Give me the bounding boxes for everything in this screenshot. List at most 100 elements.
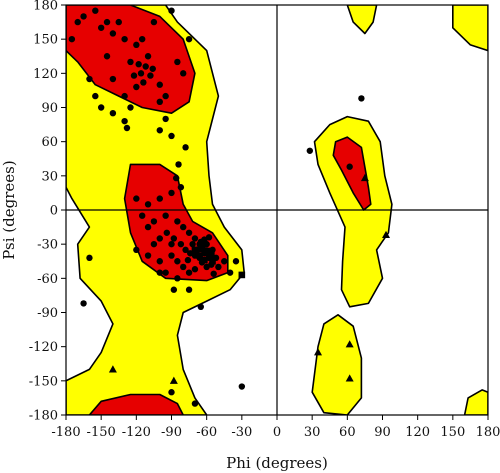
y-tick-label-0: 0 xyxy=(50,204,58,219)
point-circle-70 xyxy=(177,240,185,248)
point-circle-47 xyxy=(156,195,163,202)
point-circle-95 xyxy=(197,303,205,311)
point-circle-97 xyxy=(162,269,169,276)
point-circle-85 xyxy=(215,263,222,271)
zero-lines xyxy=(66,5,488,415)
point-circle-71 xyxy=(170,235,178,242)
point-square-8 xyxy=(201,240,208,248)
point-triangle-5 xyxy=(345,340,354,348)
y-tick-label--150: -150 xyxy=(29,374,58,389)
point-circle-4 xyxy=(103,18,111,26)
point-circle-8 xyxy=(138,35,146,43)
y-tick-label--120: -120 xyxy=(29,340,58,355)
point-circle-100 xyxy=(184,256,192,264)
point-circle-42 xyxy=(182,144,189,151)
point-circle-44 xyxy=(172,174,180,182)
point-circle-38 xyxy=(115,18,122,26)
point-circle-72 xyxy=(163,229,171,236)
x-tick-label--180: -180 xyxy=(51,425,80,440)
allowed-region-4 xyxy=(463,389,488,415)
point-circle-86 xyxy=(221,258,228,265)
y-tick-label-90: 90 xyxy=(41,101,58,116)
point-circle-7 xyxy=(133,41,140,49)
point-circle-51 xyxy=(174,218,181,225)
x-axis-ticks: -180 -150 -120 -90 -60 -30 0 30 60 90 120 150 180 xyxy=(51,415,500,440)
point-circle-45 xyxy=(177,184,185,191)
y-tick-label-180: 180 xyxy=(33,0,58,14)
y-tick-label--30: -30 xyxy=(37,238,58,253)
point-circle-76 xyxy=(156,258,163,265)
point-circle-2 xyxy=(92,7,99,14)
point-circle-52 xyxy=(180,223,187,231)
point-circle-50 xyxy=(162,212,169,219)
allowed-region-3 xyxy=(346,5,378,35)
point-circle-49 xyxy=(133,195,140,202)
point-circle-96 xyxy=(133,246,140,254)
x-tick-label-30: 30 xyxy=(304,425,321,440)
y-tick-label-60: 60 xyxy=(41,135,58,150)
point-circle-94 xyxy=(185,286,193,293)
point-circle-107 xyxy=(306,147,314,154)
point-circle-29 xyxy=(97,104,105,111)
point-circle-6 xyxy=(121,35,128,43)
allowed-region-5 xyxy=(311,314,363,415)
point-circle-93 xyxy=(170,286,178,293)
point-circle-13 xyxy=(142,63,149,70)
point-circle-80 xyxy=(185,269,193,276)
point-circle-53 xyxy=(185,229,193,236)
point-circle-18 xyxy=(140,79,147,86)
point-circle-91 xyxy=(156,269,163,276)
point-triangle-4 xyxy=(314,348,323,356)
point-circle-69 xyxy=(182,246,189,254)
point-circle-90 xyxy=(138,212,146,219)
point-circle-75 xyxy=(144,252,152,259)
y-tick-label--180: -180 xyxy=(29,409,58,424)
x-tick-label-150: 150 xyxy=(440,425,465,440)
point-circle-28 xyxy=(109,109,117,117)
point-circle-77 xyxy=(168,252,175,259)
point-circle-101 xyxy=(210,270,217,277)
data-points xyxy=(68,7,391,407)
y-tick-label-30: 30 xyxy=(41,169,58,184)
point-circle-54 xyxy=(191,235,199,242)
point-circle-5 xyxy=(109,30,117,37)
point-circle-23 xyxy=(162,115,169,123)
allowed-region-2 xyxy=(452,5,488,52)
point-circle-73 xyxy=(156,235,163,242)
point-circle-12 xyxy=(135,61,142,68)
y-tick-label--60: -60 xyxy=(37,272,58,287)
point-circle-16 xyxy=(130,72,138,79)
x-axis-title: Phi (degrees) xyxy=(226,454,328,472)
point-circle-79 xyxy=(180,263,187,271)
point-circle-103 xyxy=(80,300,87,307)
point-circle-36 xyxy=(185,35,193,43)
point-circle-27 xyxy=(127,104,134,111)
point-circle-25 xyxy=(168,132,175,140)
point-circle-92 xyxy=(174,275,181,282)
y-axis-title: Psi (degrees) xyxy=(0,160,18,259)
y-tick-label-120: 120 xyxy=(33,67,58,82)
point-square-7 xyxy=(208,252,215,259)
point-circle-88 xyxy=(232,258,240,265)
x-tick-label--30: -30 xyxy=(231,425,252,440)
point-circle-21 xyxy=(156,98,163,106)
y-tick-label-150: 150 xyxy=(33,33,58,48)
point-circle-108 xyxy=(346,163,353,170)
point-triangle-2 xyxy=(360,173,369,182)
x-tick-label--90: -90 xyxy=(161,425,182,440)
x-tick-label-180: 180 xyxy=(476,425,500,440)
point-circle-41 xyxy=(68,35,76,43)
point-circle-10 xyxy=(150,18,158,26)
point-circle-20 xyxy=(156,81,163,88)
point-circle-3 xyxy=(97,24,105,31)
point-circle-43 xyxy=(175,161,182,168)
point-circle-87 xyxy=(226,269,234,276)
point-circle-17 xyxy=(147,72,154,79)
point-circle-106 xyxy=(238,383,246,390)
point-circle-109 xyxy=(358,95,365,102)
point-circle-22 xyxy=(162,92,169,100)
point-circle-58 xyxy=(189,240,196,248)
point-circle-35 xyxy=(180,70,187,77)
point-circle-46 xyxy=(168,189,175,197)
point-circle-26 xyxy=(121,92,128,100)
